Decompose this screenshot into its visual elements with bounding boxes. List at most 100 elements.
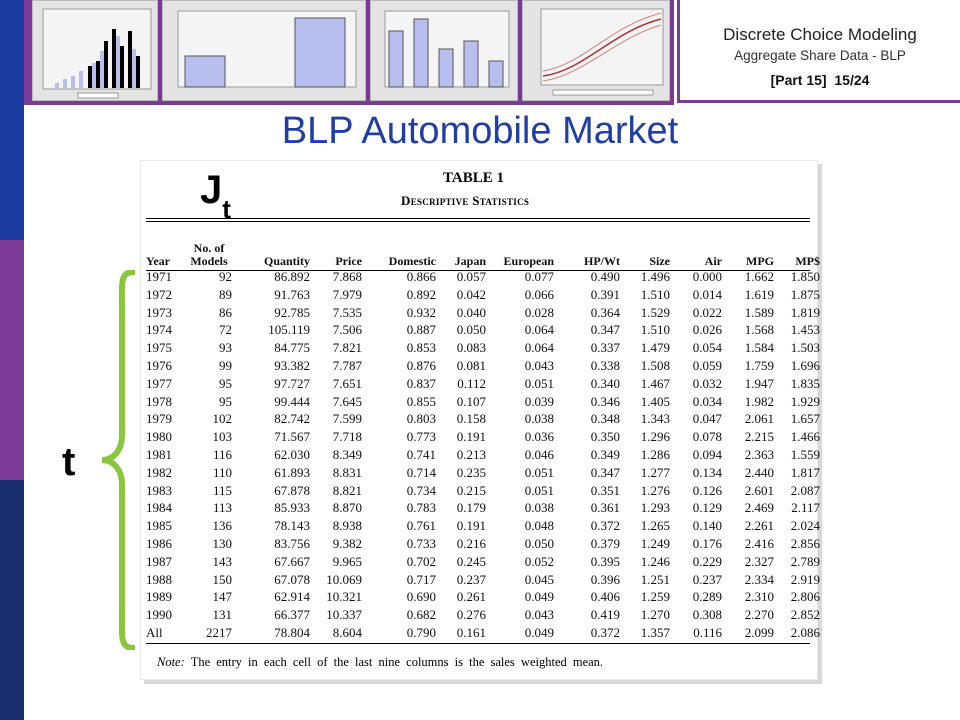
table-row: 1985 136 78.143 8.938 0.761 0.191 0.048 0.372 1.… <box>146 517 820 535</box>
table-cell: 0.348 <box>590 411 620 427</box>
table-cell: 0.682 <box>406 607 436 623</box>
left-bar-middle <box>0 240 24 480</box>
table-cell: 0.837 <box>406 375 436 391</box>
table-cell: 0.032 <box>692 375 722 391</box>
table-cell: 2.117 <box>791 500 820 516</box>
table-caption: TABLE 1 <box>443 170 504 186</box>
table-cell: 0.490 <box>590 269 620 284</box>
table-cell: 1.277 <box>640 464 670 480</box>
table-cell: 0.191 <box>456 429 486 445</box>
table-cell: 10.321 <box>326 589 362 605</box>
table-row: 1977 95 97.727 7.651 0.837 0.112 0.051 0.340 1.4… <box>146 375 820 393</box>
table-cell: 1.343 <box>640 411 670 427</box>
table-cell: 62.030 <box>274 446 310 462</box>
column-header: Price <box>310 234 362 268</box>
table-cell: 8.821 <box>332 482 362 498</box>
table-cell: 116 <box>212 446 232 462</box>
table-cell: 9.382 <box>332 535 362 551</box>
table-cell: 0.054 <box>692 340 722 356</box>
table-cell: 89 <box>219 286 232 302</box>
table-row: 1979 102 82.742 7.599 0.803 0.158 0.038 0.348 1.… <box>146 410 820 428</box>
table-cell: 7.651 <box>332 375 362 391</box>
table-cell: 0.379 <box>590 535 620 551</box>
table-cell: 0.191 <box>456 518 486 534</box>
table-cell: 2.087 <box>790 482 820 498</box>
table-cell: 0.052 <box>524 553 554 569</box>
table-cell: 7.979 <box>332 286 362 302</box>
column-header: Quantity <box>232 234 310 268</box>
column-header-line: HP/Wt <box>584 254 620 268</box>
table-cell: 1.467 <box>640 375 670 391</box>
table-row: All 2217 78.804 8.604 0.790 0.161 0.049 0.372 1.… <box>146 624 820 642</box>
table-cell: 0.364 <box>590 304 620 320</box>
table-cell: 0.337 <box>590 340 620 356</box>
table-cell: 1.584 <box>744 340 774 356</box>
table-cell: 1.276 <box>640 482 670 498</box>
table-cell: 0.235 <box>456 464 486 480</box>
table-cell: 0.887 <box>406 322 436 338</box>
rule-header <box>146 270 810 271</box>
table-cell: 2.416 <box>744 535 774 551</box>
column-header: MP$ <box>774 234 820 268</box>
table-cell: 0.034 <box>692 393 722 409</box>
table-cell: 7.506 <box>332 322 362 338</box>
year-cell: All <box>146 624 163 640</box>
table-cell: 1.251 <box>640 571 670 587</box>
table-cell: 2.327 <box>744 553 774 569</box>
column-header-line: European <box>503 254 554 268</box>
table-cell: 82.742 <box>274 411 310 427</box>
slide-title: BLP Automobile Market <box>281 110 679 152</box>
table-cell: 2.469 <box>744 500 774 516</box>
table-cell: 93.382 <box>274 357 310 373</box>
year-cell: 1972 <box>146 286 172 302</box>
column-header-line: No. of <box>193 241 225 255</box>
table-cell: 2.919 <box>790 571 820 587</box>
table-cell: 113 <box>212 500 232 516</box>
table-cell: 99 <box>219 357 232 373</box>
year-cell: 1974 <box>146 322 172 338</box>
column-header: MPG <box>722 234 774 268</box>
column-header-line: Price <box>335 254 362 268</box>
column-header: Year <box>146 234 186 268</box>
table-cell: 0.043 <box>524 607 554 623</box>
table-cell: 2.334 <box>744 571 774 587</box>
table-cell: 0.057 <box>456 269 486 284</box>
table-cell: 7.645 <box>332 393 362 409</box>
year-cell: 1979 <box>146 411 172 427</box>
table-cell: 84.775 <box>274 340 310 356</box>
table-cell: 0.112 <box>457 375 486 391</box>
table-cell: 0.116 <box>693 624 722 640</box>
table-cell: 86.892 <box>274 269 310 284</box>
year-cell: 1987 <box>146 553 172 569</box>
table-cell: 0.237 <box>456 571 486 587</box>
table-cell: 143 <box>212 553 233 569</box>
table-row: 1981 116 62.030 8.349 0.741 0.213 0.046 0.349 1.… <box>146 446 820 464</box>
table-cell: 1.293 <box>640 500 670 516</box>
column-header: European <box>486 234 554 268</box>
table-row: 1982 110 61.893 8.831 0.714 0.235 0.051 0.347 1.… <box>146 464 820 482</box>
table-cell: 0.741 <box>406 446 436 462</box>
table-cell: 1.835 <box>790 375 820 391</box>
table-cell: 1.510 <box>640 286 670 302</box>
column-header-line: Japan <box>454 254 486 268</box>
rule-bottom <box>146 643 810 644</box>
table-subcaption: Descriptive Statistics <box>401 193 530 208</box>
year-cell: 1973 <box>146 304 172 320</box>
table-row: 1988 150 67.078 10.069 0.717 0.237 0.045 0.396 1… <box>146 571 820 589</box>
table-cell: 91.763 <box>274 286 310 302</box>
table-cell: 0.059 <box>692 357 722 373</box>
left-bar-top <box>0 0 24 240</box>
year-cell: 1984 <box>146 500 172 516</box>
table-cell: 1.662 <box>744 269 774 284</box>
table-cell: 0.419 <box>590 607 620 623</box>
table-cell: 0.213 <box>456 446 486 462</box>
table-row: 1976 99 93.382 7.787 0.876 0.081 0.043 0.338 1.5… <box>146 357 820 375</box>
table-cell: 2217 <box>206 624 232 640</box>
table-cell: 0.126 <box>692 482 722 498</box>
table-cell: 0.853 <box>406 340 436 356</box>
table-cell: 1.559 <box>790 446 820 462</box>
table-cell: 1.246 <box>640 553 670 569</box>
table-row: 1978 95 99.444 7.645 0.855 0.107 0.039 0.346 1.4… <box>146 393 820 411</box>
year-cell: 1982 <box>146 464 172 480</box>
table-cell: 0.078 <box>692 429 722 445</box>
